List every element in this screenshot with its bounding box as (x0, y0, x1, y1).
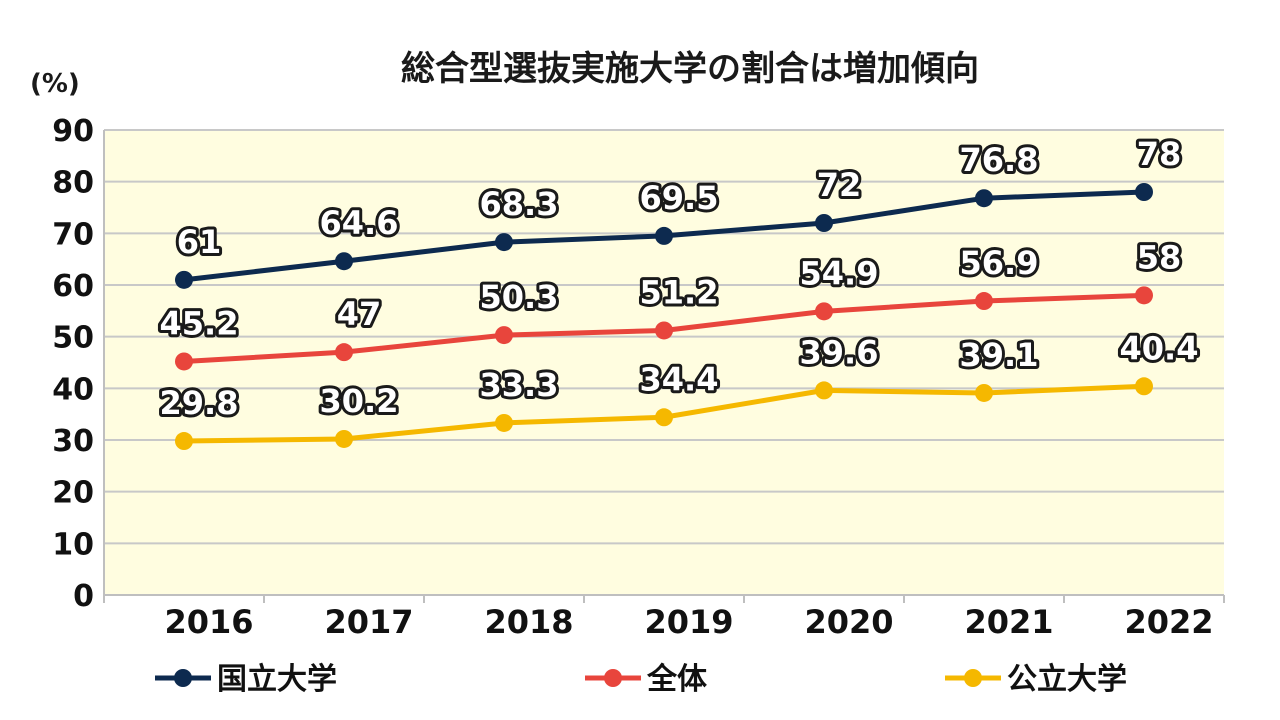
data-label: 40.4 (1120, 329, 1199, 367)
data-point (495, 413, 513, 432)
data-label: 58 (1137, 238, 1182, 276)
data-point (495, 233, 513, 252)
data-point (1135, 183, 1153, 201)
y-tick-label: 60 (52, 269, 94, 304)
data-label: 69.5 (640, 179, 719, 217)
x-tick-label: 2017 (324, 603, 413, 641)
plot-background (104, 130, 1224, 595)
legend-label: 公立大学 (1007, 662, 1127, 697)
data-point (975, 383, 993, 402)
data-label: 68.3 (480, 185, 559, 223)
y-tick-label: 30 (52, 424, 94, 459)
data-point (655, 226, 673, 245)
data-point (815, 381, 833, 400)
data-point (975, 292, 993, 311)
data-point (815, 302, 833, 321)
x-tick-label: 2019 (644, 603, 733, 641)
data-label: 33.3 (480, 366, 559, 404)
data-label: 39.6 (800, 333, 879, 371)
data-label: 64.6 (320, 204, 399, 242)
x-axis-tick-labels: 2016 2017 2018 2019 2020 2021 2022 (164, 603, 1213, 641)
data-label: 39.1 (960, 336, 1039, 374)
x-tick-label: 2022 (1124, 603, 1213, 641)
y-tick-label: 90 (52, 114, 94, 149)
data-point (655, 321, 673, 340)
legend-label: 国立大学 (217, 662, 337, 697)
x-tick-label: 2018 (484, 603, 573, 641)
legend-marker (604, 669, 622, 687)
data-label: 54.9 (800, 254, 879, 292)
y-axis-tick-labels: 0 10 20 30 40 50 60 70 80 90 (52, 114, 94, 614)
y-tick-label: 80 (52, 166, 94, 201)
data-point (1135, 377, 1153, 396)
y-tick-label: 70 (52, 217, 94, 252)
data-point (175, 352, 193, 371)
legend: 国立大学 全体 公立大学 (155, 662, 1127, 697)
y-axis-unit: (%) (30, 69, 80, 99)
data-point (655, 408, 673, 427)
data-point (335, 343, 353, 362)
data-label: 29.8 (160, 384, 239, 422)
data-point (495, 326, 513, 345)
x-tick-label: 2021 (964, 603, 1053, 641)
data-label: 47 (337, 295, 382, 333)
legend-marker (964, 669, 982, 687)
data-label: 78 (1137, 135, 1182, 173)
data-labels: 61 64.6 68.3 69.5 72 76.8 78 45.2 47 50.3 51.2 54.9… (157, 132, 1202, 425)
x-axis-tick-marks (103, 595, 1225, 603)
data-label: 76.8 (960, 141, 1039, 179)
legend-marker (174, 669, 192, 687)
y-tick-label: 10 (52, 527, 94, 562)
data-point (1135, 286, 1153, 305)
data-label: 30.2 (320, 382, 399, 420)
data-point (975, 189, 993, 208)
y-tick-label: 50 (52, 321, 94, 356)
data-point (175, 432, 193, 451)
data-label: 51.2 (640, 273, 719, 311)
data-label: 72 (817, 166, 862, 204)
y-tick-label: 40 (52, 372, 94, 407)
legend-label: 全体 (646, 662, 708, 697)
data-label: 34.4 (640, 360, 719, 398)
data-label: 56.9 (960, 244, 1039, 282)
data-label: 45.2 (160, 304, 239, 342)
y-tick-label: 20 (52, 476, 94, 511)
chart-title: 総合型選抜実施大学の割合は増加傾向 (401, 49, 979, 89)
data-label: 61 (177, 223, 222, 261)
data-point (175, 270, 193, 289)
data-point (815, 214, 833, 232)
series-points (175, 183, 1153, 451)
y-tick-label: 0 (73, 579, 94, 614)
data-point (335, 252, 353, 271)
data-point (335, 429, 353, 448)
data-label: 50.3 (480, 278, 559, 316)
x-tick-label: 2020 (804, 603, 893, 641)
x-tick-label: 2016 (164, 603, 253, 641)
